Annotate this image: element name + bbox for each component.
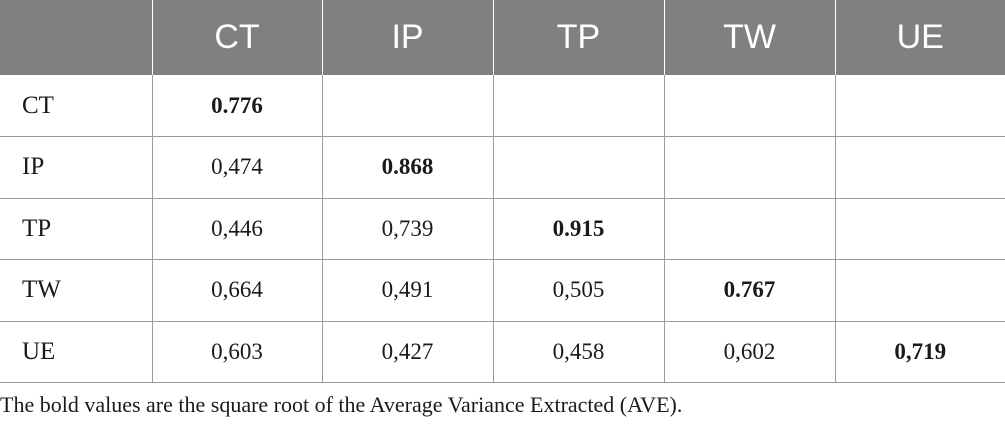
table-cell: 0,427 xyxy=(322,321,494,383)
table-cell xyxy=(493,136,665,199)
table-cell: 0.915 xyxy=(493,198,665,260)
table-row: TW 0,664 0,491 0,505 0.767 xyxy=(0,259,1005,322)
table-row: TP 0,446 0,739 0.915 xyxy=(0,198,1005,260)
discriminant-validity-table: CT IP TP TW UE CT 0.776 IP 0,474 0.868 xyxy=(0,0,1005,383)
table-cell xyxy=(835,259,1005,322)
table-cell xyxy=(835,75,1005,137)
table-cell: 0,719 xyxy=(835,321,1005,383)
table-cell: 0,474 xyxy=(152,136,323,199)
table-cell xyxy=(835,136,1005,199)
row-label: TP xyxy=(0,198,153,260)
table-row: IP 0,474 0.868 xyxy=(0,136,1005,199)
row-label: CT xyxy=(0,75,153,137)
table-cell xyxy=(664,75,836,137)
table-cell: 0.776 xyxy=(152,75,323,137)
row-label: UE xyxy=(0,321,153,383)
table-cell: 0,505 xyxy=(493,259,665,322)
table-row: CT 0.776 xyxy=(0,75,1005,137)
table-cell: 0,602 xyxy=(664,321,836,383)
table-cell: 0.868 xyxy=(322,136,494,199)
table-cell: 0,739 xyxy=(322,198,494,260)
table-cell: 0,491 xyxy=(322,259,494,322)
table-cell: 0,603 xyxy=(152,321,323,383)
row-label: TW xyxy=(0,259,153,322)
correlation-matrix: CT IP TP TW UE CT 0.776 IP 0,474 0.868 xyxy=(0,0,1005,383)
table-cell xyxy=(664,198,836,260)
header-ct: CT xyxy=(152,0,323,75)
table-row: UE 0,603 0,427 0,458 0,602 0,719 xyxy=(0,321,1005,383)
row-label: IP xyxy=(0,136,153,199)
header-corner xyxy=(0,0,153,75)
header-ue: UE xyxy=(835,0,1005,75)
table-cell: 0.767 xyxy=(664,259,836,322)
header-tp: TP xyxy=(493,0,665,75)
table-footnote: The bold values are the square root of t… xyxy=(0,392,683,417)
table-cell xyxy=(493,75,665,137)
header-row: CT IP TP TW UE xyxy=(0,0,1005,75)
table-cell: 0,458 xyxy=(493,321,665,383)
table-cell xyxy=(664,136,836,199)
table-cell: 0,664 xyxy=(152,259,323,322)
header-ip: IP xyxy=(322,0,494,75)
table-cell: 0,446 xyxy=(152,198,323,260)
table-cell xyxy=(835,198,1005,260)
header-tw: TW xyxy=(664,0,836,75)
table-cell xyxy=(322,75,494,137)
